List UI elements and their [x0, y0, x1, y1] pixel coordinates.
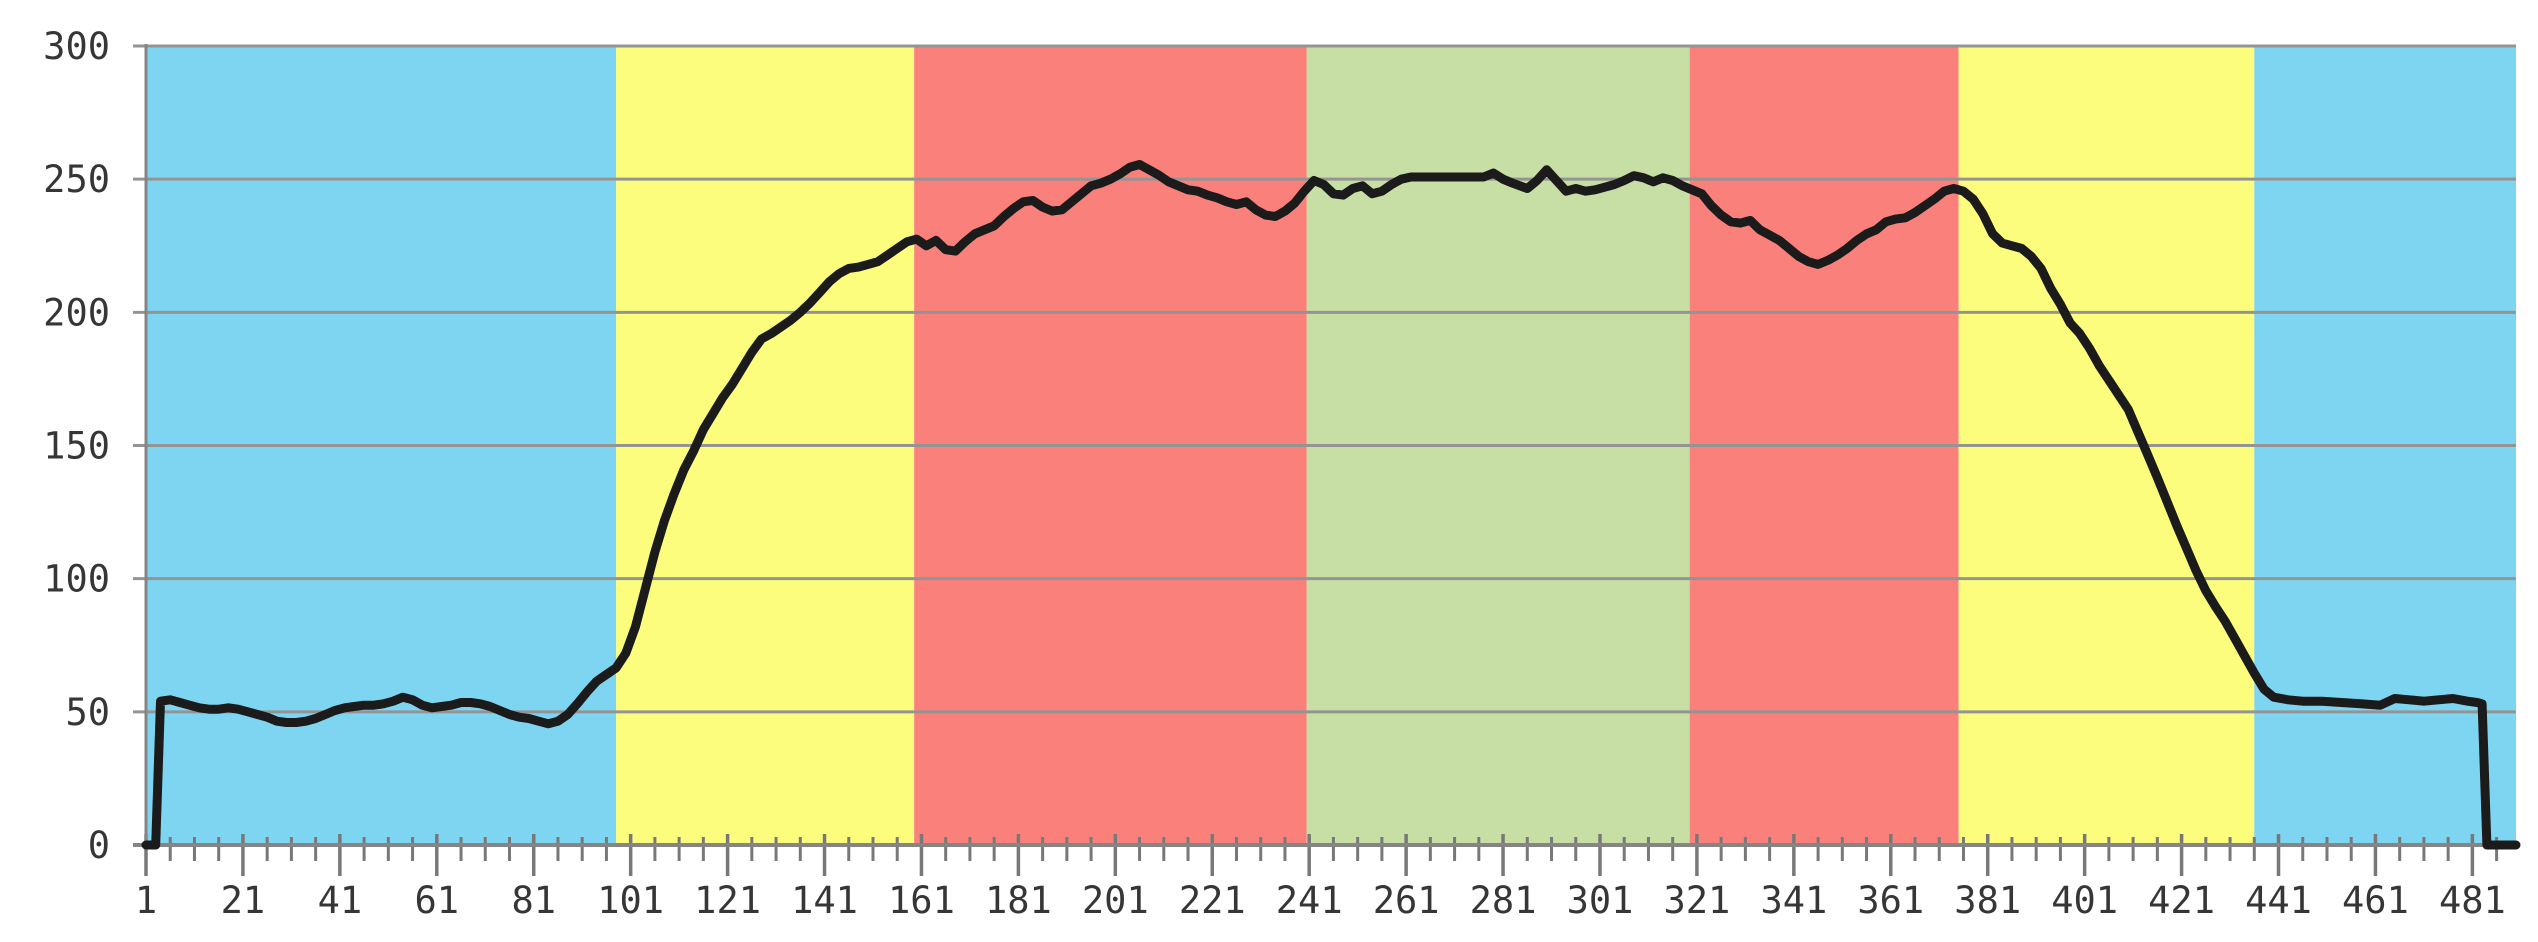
x-tick-label: 401 [2051, 879, 2118, 922]
y-tick-label: 250 [43, 158, 110, 201]
x-tick-label: 421 [2148, 879, 2215, 922]
x-tick-label: 281 [1470, 879, 1537, 922]
x-tick-label: 41 [318, 879, 363, 922]
y-tick-label: 200 [43, 291, 110, 334]
x-axis-ticks [144, 834, 2499, 876]
x-tick-label: 181 [985, 879, 1052, 922]
x-tick-label: 321 [1664, 879, 1731, 922]
x-tick-label: 361 [1857, 879, 1924, 922]
x-tick-label: 221 [1179, 879, 1246, 922]
axes [133, 44, 2519, 847]
x-tick-label: 441 [2245, 879, 2312, 922]
x-tick-label: 381 [1954, 879, 2021, 922]
x-tick-label: 461 [2342, 879, 2409, 922]
x-tick-label: 201 [1082, 879, 1149, 922]
x-tick-label: 301 [1567, 879, 1634, 922]
y-tick-label: 100 [43, 558, 110, 601]
y-tick-label: 50 [65, 691, 110, 734]
x-tick-label: 81 [511, 879, 556, 922]
x-tick-label: 121 [694, 879, 761, 922]
x-tick-label: 241 [1276, 879, 1343, 922]
y-axis-labels: 0 50 100 150 200 250 300 [43, 25, 110, 867]
series-line [141, 160, 2521, 850]
x-tick-label: 21 [221, 879, 266, 922]
x-tick-label: 1 [135, 879, 157, 922]
y-tick-label: 150 [43, 425, 110, 468]
x-tick-label: 101 [597, 879, 664, 922]
x-tick-label: 481 [2439, 879, 2506, 922]
x-tick-label: 141 [791, 879, 858, 922]
x-tick-label: 261 [1373, 879, 1440, 922]
y-tick-label: 0 [88, 824, 110, 867]
gridlines [133, 44, 2516, 714]
x-tick-label: 161 [888, 879, 955, 922]
y-tick-label: 300 [43, 25, 110, 68]
x-tick-label: 341 [1760, 879, 1827, 922]
x-axis-labels: 1 21 41 61 81 101 121 141 161 181 201 221 241 261 281 3… [135, 879, 2506, 922]
x-tick-label: 61 [415, 879, 460, 922]
